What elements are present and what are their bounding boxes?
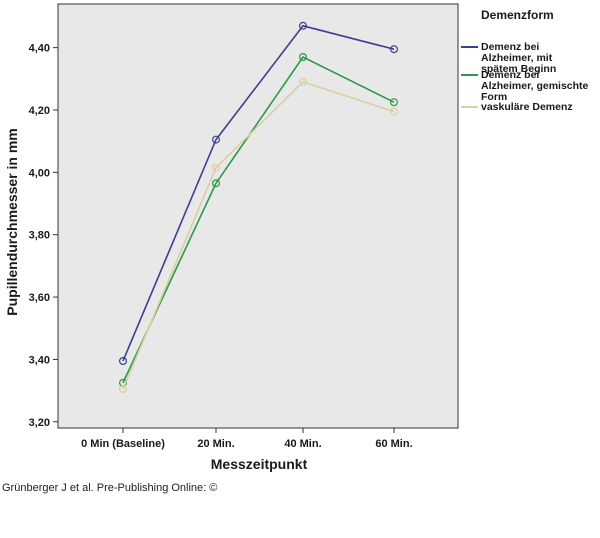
series-line-1 <box>122 24 395 362</box>
data-point <box>212 179 221 188</box>
data-point <box>299 52 308 61</box>
y-tick-label: 4,20 <box>29 105 50 117</box>
plot-area <box>57 3 459 429</box>
x-axis-title: Messzeitpunkt <box>211 456 308 472</box>
x-tick-label: 40 Min. <box>284 438 321 450</box>
data-point <box>390 98 399 107</box>
series-line-2 <box>122 55 395 384</box>
legend-label: spätem Beginn <box>481 63 556 75</box>
data-point <box>299 21 308 30</box>
data-point <box>118 357 127 366</box>
y-axis-title: Pupillendurchmesser in mm <box>4 128 20 316</box>
y-tick-label: 3,40 <box>29 354 50 366</box>
data-point <box>390 45 399 54</box>
y-tick-label: 4,40 <box>29 43 50 55</box>
series-line-3 <box>122 80 395 390</box>
legend-label: Demenz bei <box>481 69 539 81</box>
data-point <box>118 385 127 394</box>
plot-layer <box>57 3 459 429</box>
data-point <box>212 135 221 144</box>
legend-label: Demenz bei <box>481 41 539 53</box>
legend-label: Alzheimer, gemischte <box>481 80 589 92</box>
series-layer <box>118 21 399 394</box>
legend-title: Demenzform <box>481 8 554 22</box>
x-tick-label: 0 Min (Baseline) <box>81 438 165 450</box>
legend-label: vaskuläre Demenz <box>481 101 573 113</box>
axes-layer: 3,20 3,40 3,60 3,80 4,00 4,20 4,40 0 Min (Basel… <box>4 43 413 472</box>
x-tick-label: 60 Min. <box>375 438 412 450</box>
data-point <box>212 163 221 172</box>
legend-label: Alzheimer, mit <box>481 52 553 64</box>
y-tick-label: 4,00 <box>29 167 50 179</box>
data-point <box>390 107 399 116</box>
data-point <box>299 77 308 86</box>
y-tick-label: 3,60 <box>29 292 50 304</box>
y-tick-label: 3,80 <box>29 230 50 242</box>
x-tick-label: 20 Min. <box>197 438 234 450</box>
y-tick-label: 3,20 <box>29 417 50 429</box>
source-caption: Grünberger J et al. Pre-Publishing Onlin… <box>2 482 218 494</box>
legend-label: Form <box>481 91 507 103</box>
